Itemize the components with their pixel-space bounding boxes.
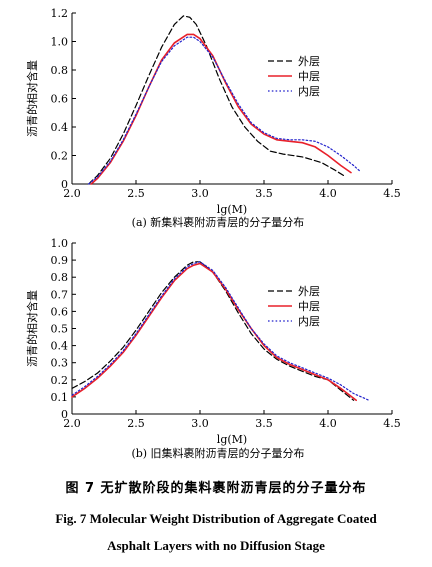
y-tick-label: 0.4 xyxy=(51,121,69,134)
x-tick-label: 4.5 xyxy=(383,187,401,200)
x-tick-label: 2.0 xyxy=(63,187,81,200)
x-tick-label: 3.5 xyxy=(255,187,273,200)
series-line-0 xyxy=(71,261,355,401)
y-tick-label: 0.6 xyxy=(51,93,69,106)
legend-label: 外层 xyxy=(298,55,320,68)
legend-label: 外层 xyxy=(298,285,320,298)
x-tick-label: 2.0 xyxy=(63,417,81,430)
y-tick-label: 0.6 xyxy=(51,305,69,318)
chart-panel-a: 2.0 2.5 3.0 3.5 4.0 4.5 0 0.2 0.4 0.6 0.8 1.0 1.2 lg(… xyxy=(25,7,401,229)
legend-label: 内层 xyxy=(298,84,320,98)
y-axis-label: 沥青的相对含量 xyxy=(25,60,39,137)
x-tick-label: 4.0 xyxy=(319,417,337,430)
y-tick-label: 0.8 xyxy=(51,64,69,77)
x-axis-label: lg(M) xyxy=(217,433,247,446)
y-tick-label: 0.5 xyxy=(51,323,69,336)
x-tick-label: 3.0 xyxy=(191,187,209,200)
x-tick-label: 4.5 xyxy=(383,417,401,430)
panel-caption: (a) 新集料裹附沥青层的分子量分布 xyxy=(132,215,305,229)
y-tick-label: 0 xyxy=(61,178,68,191)
x-tick-label: 4.0 xyxy=(319,187,337,200)
series-line-2 xyxy=(71,261,370,401)
legend-label: 内层 xyxy=(298,314,320,328)
x-tick-label: 3.0 xyxy=(191,417,209,430)
y-tick-label: 0.2 xyxy=(51,150,69,163)
x-tick-label: 2.5 xyxy=(127,417,145,430)
panel-caption: (b) 旧集料裹附沥青层的分子量分布 xyxy=(131,446,304,460)
figure-caption-chinese: 图 7 无扩散阶段的集料裹附沥青层的分子量分布 xyxy=(65,481,367,496)
series-line-0 xyxy=(88,15,344,185)
y-tick-label: 0.3 xyxy=(51,357,69,370)
figure-canvas: 2.0 2.5 3.0 3.5 4.0 4.5 0 0.2 0.4 0.6 0.8 1.0 1.2 lg(… xyxy=(25,7,401,460)
y-tick-label: 0.8 xyxy=(51,271,69,284)
chart-panel-b: 2.0 2.5 3.0 3.5 4.0 4.5 0 0.1 0.2 0.3 0.4 0.5 0.6 0.7… xyxy=(25,237,401,460)
y-tick-label: 0 xyxy=(61,408,68,421)
y-axis-label: 沥青的相对含量 xyxy=(25,290,39,367)
y-tick-label: 0.7 xyxy=(51,288,69,301)
series-line-2 xyxy=(88,36,361,185)
figure-caption-english-line2: Asphalt Layers with no Diffusion Stage xyxy=(107,538,325,553)
figure-caption-english-line1: Fig. 7 Molecular Weight Distribution of … xyxy=(55,511,377,526)
series-line-1 xyxy=(71,262,357,402)
y-tick-label: 0.2 xyxy=(51,374,69,387)
y-tick-label: 0.1 xyxy=(51,391,69,404)
y-tick-label: 1.2 xyxy=(51,7,69,20)
legend-label: 中层 xyxy=(298,70,320,83)
y-tick-label: 0.4 xyxy=(51,340,69,353)
y-tick-label: 1.0 xyxy=(51,237,69,250)
x-tick-label: 2.5 xyxy=(127,187,145,200)
y-tick-label: 0.9 xyxy=(51,254,69,267)
x-axis-label: lg(M) xyxy=(217,203,247,216)
y-tick-label: 1.0 xyxy=(51,36,69,49)
legend-label: 中层 xyxy=(298,300,320,313)
series-line-1 xyxy=(90,33,352,185)
x-tick-label: 3.5 xyxy=(255,417,273,430)
